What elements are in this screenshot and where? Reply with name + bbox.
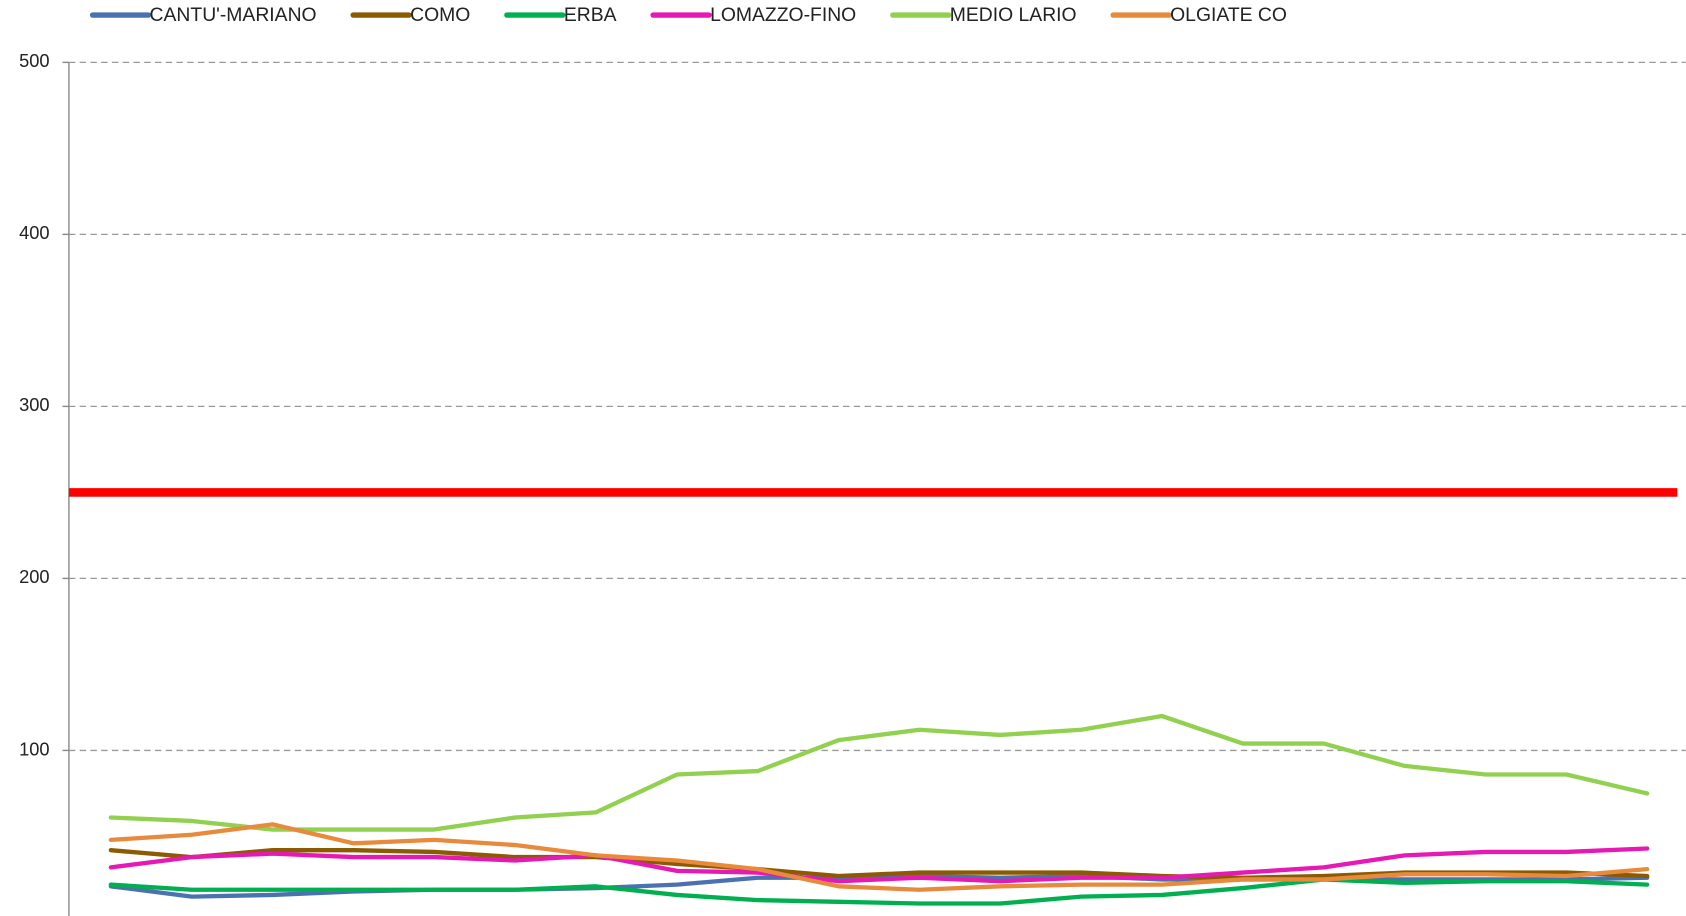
series-line [108,877,1650,906]
legend-label: LOMAZZO-FINO [710,4,856,26]
y-tick-label: 500 [19,50,49,71]
series-line [108,713,1650,832]
series-line [108,846,1650,884]
legend-label: ERBA [564,4,617,26]
y-tick-label: 300 [19,394,49,415]
legend-label: CANTU'-MARIANO [150,4,317,26]
series-line [108,822,1650,892]
legend-label: MEDIO LARIO [950,4,1077,26]
legend-label: OLGIATE CO [1170,4,1287,26]
y-tick-label: 200 [19,566,49,587]
y-tick-label: 400 [19,222,49,243]
legend-label: COMO [410,4,470,26]
y-tick-label: 100 [19,738,49,759]
